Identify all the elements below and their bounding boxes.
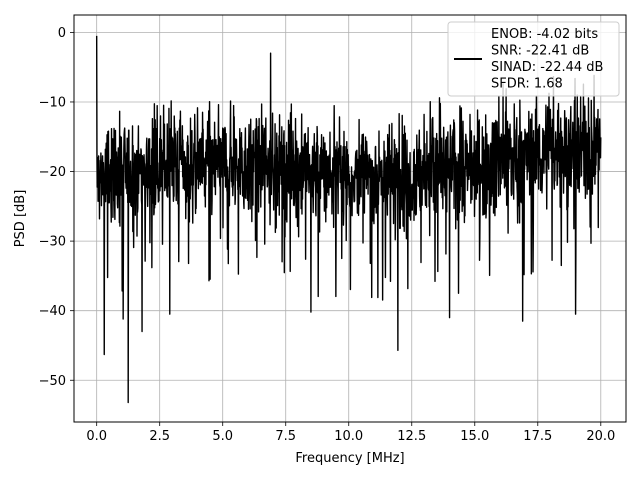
legend: ENOB: -4.02 bits SNR: -22.41 dB SINAD: -… xyxy=(447,21,620,97)
y-tick-label: −50 xyxy=(39,374,66,389)
legend-sfdr: SFDR: 1.68 xyxy=(491,77,563,92)
x-tick-label: 7.5 xyxy=(275,429,296,444)
plot-frame xyxy=(73,14,627,423)
y-tick-label: −20 xyxy=(39,165,66,180)
legend-enob: ENOB: -4.02 bits xyxy=(491,27,598,42)
legend-sinad: SINAD: -22.44 dB xyxy=(491,60,603,75)
y-axis: 0 −10 −20 −30 −40 −50 xyxy=(39,26,74,389)
x-axis: 0.0 2.5 5.0 7.5 10.0 12.5 15.0 17.5 20.0 xyxy=(86,422,615,444)
legend-snr: SNR: -22.41 dB xyxy=(491,44,589,59)
y-tick-label: 0 xyxy=(58,26,66,41)
legend-box xyxy=(447,21,620,97)
x-tick-label: 20.0 xyxy=(586,429,615,444)
y-tick-label: −30 xyxy=(39,235,66,250)
x-tick-label: 12.5 xyxy=(397,429,426,444)
y-tick-label: −10 xyxy=(39,95,66,110)
x-tick-label: 2.5 xyxy=(149,429,170,444)
x-tick-label: 17.5 xyxy=(523,429,552,444)
y-tick-label: −40 xyxy=(39,304,66,319)
x-tick-label: 5.0 xyxy=(212,429,233,444)
psd-trace xyxy=(95,35,602,404)
x-tick-label: 15.0 xyxy=(460,429,489,444)
y-axis-label: PSD [dB] xyxy=(13,190,28,248)
x-tick-label: 10.0 xyxy=(334,429,363,444)
x-axis-label: Frequency [MHz] xyxy=(295,451,404,466)
x-tick-label: 0.0 xyxy=(86,429,107,444)
psd-line xyxy=(95,35,602,404)
